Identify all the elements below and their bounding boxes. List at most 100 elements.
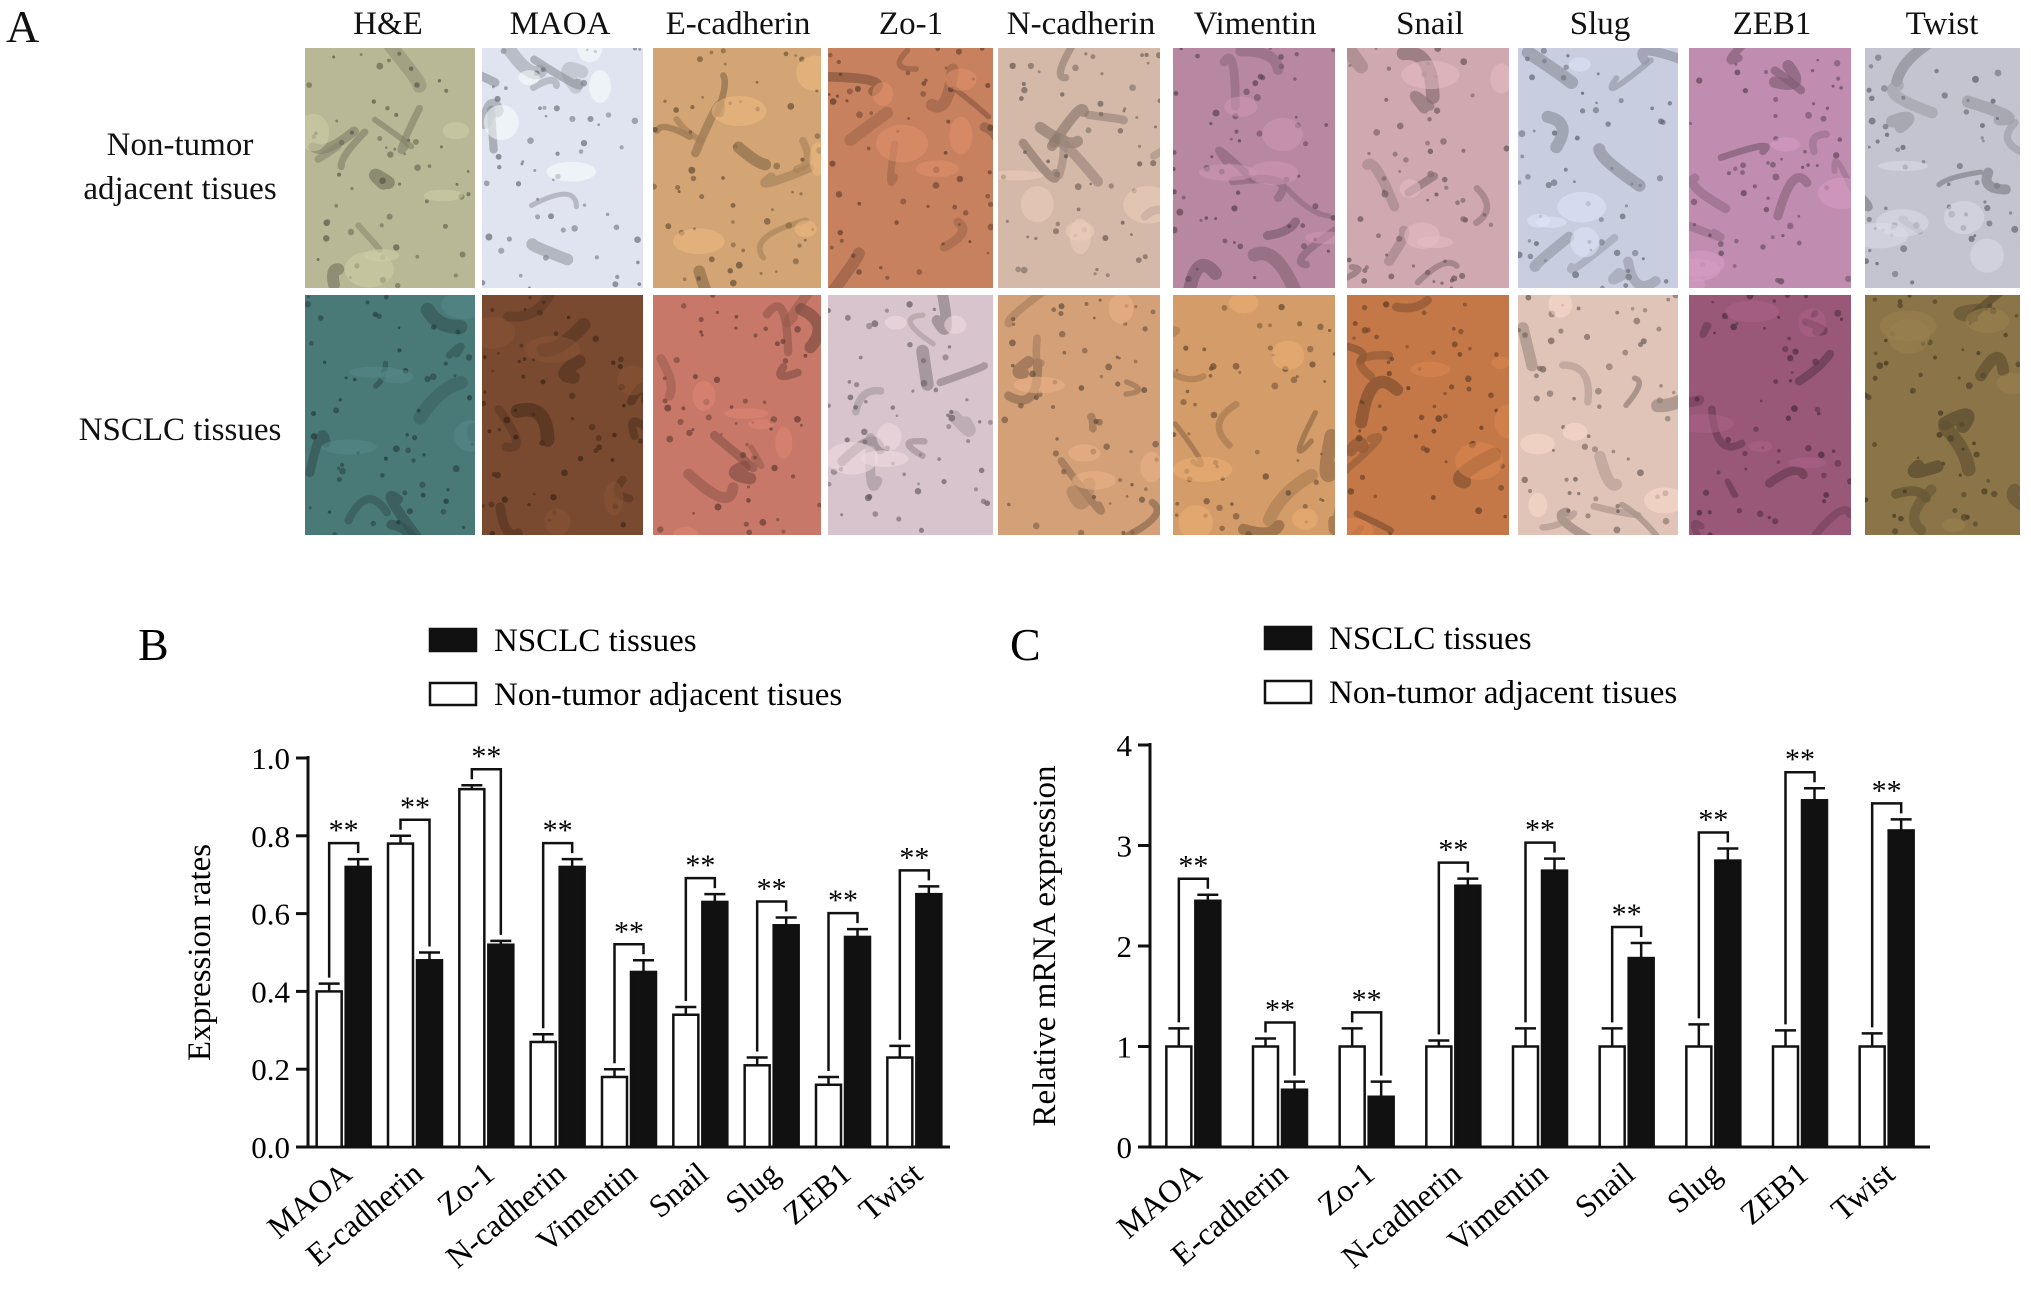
bar	[629, 970, 658, 1149]
bar	[344, 865, 372, 1149]
column-header-e-cadherin: E-cadherin	[665, 6, 811, 42]
column-header-zo-1: Zo-1	[878, 6, 944, 42]
significance-label: **	[1265, 993, 1295, 1026]
y-tick-label: 0	[1117, 1130, 1133, 1165]
bar	[487, 943, 515, 1149]
micrograph-non-tumor-slug	[1518, 48, 1678, 288]
bar	[1685, 1045, 1713, 1149]
micrograph-non-tumor-vimentin	[1173, 48, 1335, 288]
bar	[600, 1075, 629, 1149]
micrograph-non-tumor-zo-1	[828, 48, 993, 288]
bar	[1800, 799, 1829, 1149]
bar	[886, 1056, 914, 1149]
bar	[1598, 1045, 1626, 1149]
legend-label: NSCLC tissues	[494, 623, 697, 659]
x-tick-label: Snail	[641, 1155, 715, 1225]
y-tick-label: 4	[1117, 728, 1133, 763]
micrograph-nsclc-twist	[1865, 295, 2020, 535]
panel-letter: C	[1010, 619, 1041, 670]
legend-swatch	[428, 681, 478, 707]
y-axis-label: Expression rates	[182, 844, 218, 1061]
micrograph-non-tumor-snail	[1347, 48, 1509, 288]
bar	[743, 1064, 771, 1149]
significance-bracket	[1697, 831, 1730, 1019]
micrograph-non-tumor-maoa	[482, 48, 643, 288]
bar	[1165, 1045, 1193, 1149]
significance-label: **	[1612, 898, 1642, 931]
y-tick-label: 1.0	[251, 741, 290, 776]
panel-a: A H&E MAOA E-cadherin Zo-1 N-cadherin Vi…	[0, 0, 2031, 560]
significance-bracket	[898, 869, 931, 1040]
micrograph-nsclc-slug	[1518, 295, 1678, 535]
y-tick-label: 2	[1117, 929, 1133, 964]
significance-bracket	[1784, 770, 1816, 1025]
significance-label: **	[471, 740, 501, 773]
bar	[1858, 1045, 1886, 1149]
bar	[701, 900, 729, 1149]
column-header-maoa: MAOA	[509, 6, 611, 42]
y-tick-label: 1	[1117, 1030, 1133, 1065]
significance-bracket	[1177, 877, 1210, 1023]
micrograph-nsclc-snail	[1347, 295, 1509, 535]
bar	[1771, 1045, 1800, 1149]
significance-bracket	[327, 841, 360, 978]
bar	[814, 1083, 843, 1149]
bar	[1338, 1045, 1366, 1149]
significance-label: **	[400, 791, 430, 824]
significance-bracket	[684, 876, 717, 1001]
x-tick-label: ZEB1	[1733, 1155, 1815, 1232]
column-header-he: H&E	[353, 6, 423, 42]
y-tick-label: 0.0	[251, 1130, 290, 1165]
micrograph-nsclc-e-cadherin	[653, 295, 821, 535]
bar	[672, 1013, 700, 1149]
micrograph-non-tumor-e-cadherin	[653, 48, 821, 288]
significance-bracket	[1264, 1021, 1296, 1076]
column-header-slug: Slug	[1569, 6, 1631, 42]
micrograph-nsclc-vimentin	[1173, 295, 1335, 535]
micrograph-nsclc-h-e	[305, 295, 475, 535]
micrograph-non-tumor-zeb1	[1689, 48, 1851, 288]
legend-swatch	[1263, 679, 1313, 705]
panel-letter: B	[138, 619, 169, 670]
bar	[1511, 1045, 1540, 1149]
bar	[415, 959, 444, 1149]
micrograph-non-tumor-twist	[1865, 48, 2020, 288]
x-tick-label: Twist	[1824, 1155, 1901, 1228]
bar	[529, 1040, 557, 1149]
significance-bracket	[1610, 925, 1643, 1023]
significance-bracket	[399, 818, 431, 947]
bar	[386, 842, 415, 1149]
panel-a-letter: A	[6, 1, 40, 52]
significance-label: **	[1178, 850, 1208, 883]
y-tick-label: 3	[1117, 829, 1133, 864]
micrograph-nsclc-n-cadherin	[998, 295, 1160, 535]
legend-label: Non-tumor adjacent tisues	[1329, 675, 1677, 711]
significance-label: **	[614, 915, 644, 948]
micrograph-non-tumor-n-cadherin	[998, 48, 1160, 288]
bar	[1280, 1088, 1309, 1149]
column-header-zeb1: ZEB1	[1732, 6, 1812, 42]
bar	[1251, 1045, 1280, 1149]
significance-bracket	[1524, 841, 1556, 1023]
significance-label: **	[828, 884, 858, 917]
legend-swatch	[428, 627, 478, 653]
column-header-twist: Twist	[1905, 6, 1979, 42]
bar	[1887, 829, 1915, 1149]
significance-label: **	[1438, 834, 1468, 867]
significance-label: **	[1785, 743, 1815, 776]
x-tick-label: Slug	[718, 1155, 786, 1220]
micrograph-non-tumor-h-e	[305, 48, 475, 288]
legend-label: NSCLC tissues	[1329, 621, 1532, 657]
significance-bracket	[1437, 861, 1470, 1035]
significance-label: **	[1698, 804, 1728, 837]
significance-bracket	[755, 900, 788, 1052]
significance-bracket	[541, 841, 574, 1029]
y-tick-label: 0.8	[251, 819, 290, 854]
row-label-non-tumor: Non-tumor adjacent tisues	[60, 123, 300, 211]
significance-label: **	[757, 872, 787, 905]
legend-label: Non-tumor adjacent tisues	[494, 677, 842, 713]
bar	[1714, 859, 1742, 1149]
bar	[843, 935, 872, 1149]
significance-label: **	[1352, 983, 1382, 1016]
panel-b-chart: B NSCLC tissues Non-tumor adjacent tisues 0…	[138, 619, 950, 1275]
